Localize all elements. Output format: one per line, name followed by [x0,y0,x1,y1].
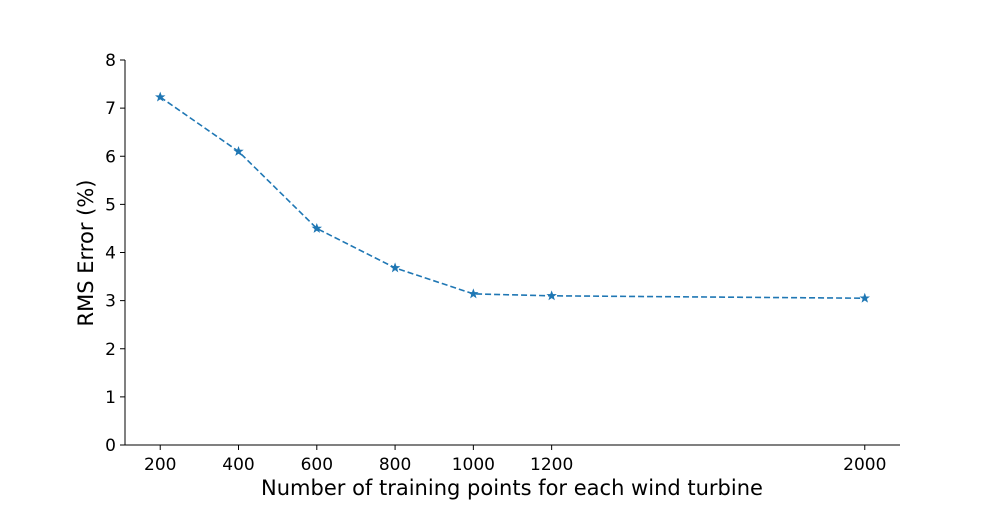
y-tick-label: 8 [105,51,116,71]
data-point-marker [155,91,166,102]
data-point-marker [546,290,557,301]
y-tick-label: 6 [105,147,116,167]
y-tick-label: 7 [105,99,116,119]
series-line [159,96,865,300]
y-tick-label: 1 [105,388,116,408]
ticks: 200 400 600 800 1000 1200 2000 0 1 2 3 4 5 6 7 8 [105,51,886,475]
x-tick-label: 1000 [452,455,495,475]
data-point-marker [468,288,479,299]
x-tick-label: 200 [144,455,176,475]
series [155,91,870,303]
data-point-marker [233,145,244,156]
data-point-marker [389,262,401,273]
y-tick-label: 0 [105,436,116,456]
y-tick-label: 3 [105,292,116,312]
y-axis-label: RMS Error (%) [74,180,98,327]
y-tick-label: 2 [105,340,116,360]
data-point-marker [859,292,870,303]
y-tick-label: 5 [105,195,116,215]
x-tick-label: 600 [301,455,333,475]
y-tick-label: 4 [105,244,116,264]
x-tick-label: 800 [379,455,411,475]
x-tick-label: 1200 [530,455,573,475]
axes [124,60,900,446]
x-tick-label: 400 [222,455,254,475]
x-axis-label: Number of training points for each wind … [261,476,763,500]
x-tick-label: 2000 [843,455,886,475]
data-point-marker [311,222,323,233]
